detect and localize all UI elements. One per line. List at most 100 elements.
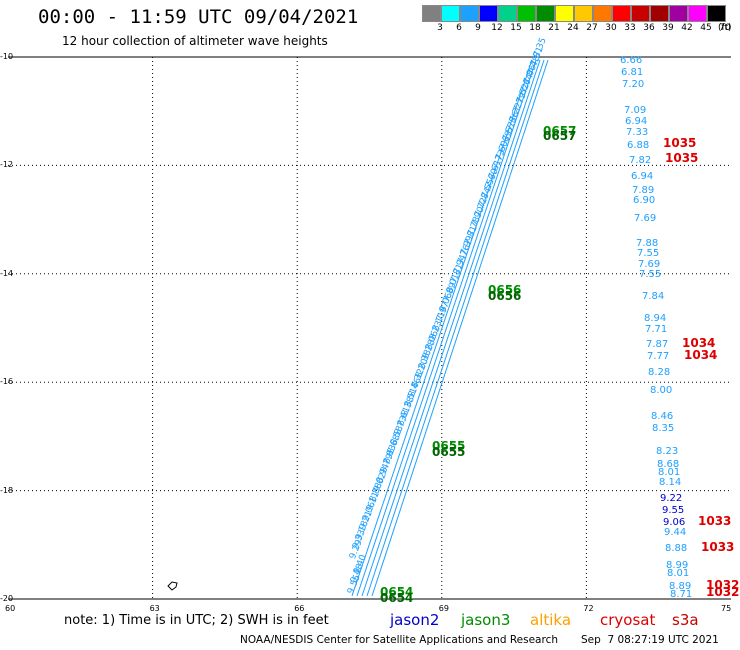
colorbar-label: 9 bbox=[475, 23, 481, 33]
wave-height-label: 6.94 bbox=[631, 171, 654, 182]
satellite-cryosat: cryosat bbox=[600, 611, 656, 629]
colorbar-swatch bbox=[650, 5, 669, 22]
time-label: 1035 bbox=[665, 151, 699, 165]
colorbar-swatch bbox=[612, 5, 631, 22]
wave-height-label: 6.88 bbox=[627, 140, 650, 151]
colorbar-label: 70 bbox=[719, 23, 731, 33]
time-label: 0657 bbox=[543, 124, 577, 138]
wave-height-label: 6.90 bbox=[633, 195, 656, 206]
longitude-label: 72 bbox=[583, 604, 594, 613]
wave-height-label: 8.88 bbox=[665, 543, 688, 554]
track-line bbox=[366, 59, 545, 597]
wave-height-label: 8.01 bbox=[658, 467, 681, 478]
wave-height-label: 8.46 bbox=[651, 411, 674, 422]
time-label: 0657 bbox=[543, 129, 577, 143]
wave-height-label: 7.69 bbox=[634, 213, 657, 224]
time-label: 0655 bbox=[432, 439, 466, 453]
timestamp: Sep 7 08:27:19 UTC 2021 bbox=[581, 634, 719, 646]
latitude-label: -12 bbox=[0, 160, 14, 170]
colorbar-label: 21 bbox=[548, 23, 560, 33]
colorbar-swatch bbox=[669, 5, 688, 22]
island-shape bbox=[167, 581, 178, 591]
colorbar-swatch bbox=[593, 5, 612, 22]
longitude-label: 60 bbox=[5, 604, 16, 613]
colorbar-label: 39 bbox=[662, 23, 674, 33]
wave-height-label: 8.99 bbox=[666, 560, 689, 571]
wave-height-label: 6.66 bbox=[620, 55, 643, 66]
wave-height-label: 8.28 bbox=[648, 367, 671, 378]
wave-height-label: 9.06 bbox=[663, 517, 686, 528]
wave-height-label: 8.00 bbox=[650, 385, 673, 396]
map-frame bbox=[8, 56, 731, 600]
wave-height-label: 8.89 bbox=[669, 581, 692, 592]
longitude-label: 63 bbox=[149, 604, 160, 613]
time-label: 1035 bbox=[663, 136, 697, 150]
wave-height-label: 7.20 bbox=[622, 79, 645, 90]
map-subtitle: 12 hour collection of altimeter wave hei… bbox=[62, 34, 328, 48]
colorbar-swatch bbox=[574, 5, 593, 22]
wave-height-label: 8.01 bbox=[667, 568, 690, 579]
lat-lon-grid bbox=[8, 57, 731, 599]
map-title: 00:00 - 11:59 UTC 09/04/2021 bbox=[38, 6, 359, 28]
altimeter-tracks bbox=[351, 59, 549, 597]
time-label: 0656 bbox=[488, 283, 522, 297]
satellite-s3a: s3a bbox=[672, 611, 699, 629]
wave-height-label: 7.88 bbox=[636, 238, 659, 249]
wave-height-label: 7.09 bbox=[624, 105, 647, 116]
colorbar-swatch bbox=[441, 5, 460, 22]
track-line bbox=[371, 59, 549, 597]
colorbar-label: 42 bbox=[681, 23, 693, 33]
colorbar-swatch bbox=[555, 5, 574, 22]
time-label: 1032 bbox=[706, 585, 740, 599]
time-label: 1034 bbox=[684, 348, 718, 362]
wave-height-label: 9.22 bbox=[660, 493, 683, 504]
colorbar-label: 30 bbox=[605, 23, 617, 33]
track-line bbox=[356, 59, 537, 597]
colorbar-swatch bbox=[498, 5, 517, 22]
wave-height-label: 8.14 bbox=[659, 477, 682, 488]
colorbar-label: 12 bbox=[491, 23, 503, 33]
wave-height-label: 8.35 bbox=[652, 423, 675, 434]
wave-height-label: 7.71 bbox=[645, 324, 668, 335]
colorbar-label: 18 bbox=[529, 23, 541, 33]
colorbar-label: 33 bbox=[624, 23, 636, 33]
colorbar-swatch bbox=[517, 5, 536, 22]
time-label: 0654 bbox=[380, 585, 414, 599]
longitude-label: 69 bbox=[438, 604, 449, 613]
wave-height-label: 8.68 bbox=[657, 459, 680, 470]
colorbar-unit: (ft) bbox=[718, 23, 732, 33]
wave-height-label: 7.82 bbox=[629, 155, 652, 166]
time-label: 1033 bbox=[698, 514, 732, 528]
satellite-jason2: jason2 bbox=[390, 611, 440, 629]
latitude-label: -14 bbox=[0, 268, 14, 278]
wave-height-label: 7.84 bbox=[642, 291, 665, 302]
colorbar-swatch bbox=[479, 5, 498, 22]
wave-height-label: 7.55 bbox=[639, 269, 662, 280]
wave-height-label: 7.33 bbox=[626, 127, 649, 138]
colorbar-swatch bbox=[631, 5, 650, 22]
colorbar-label: 27 bbox=[586, 23, 598, 33]
longitude-label: 66 bbox=[294, 604, 305, 613]
longitude-label: 75 bbox=[721, 604, 732, 613]
track-line bbox=[351, 59, 533, 597]
wave-height-label: 8.94 bbox=[644, 313, 667, 324]
colorbar-label: 36 bbox=[643, 23, 655, 33]
track-line bbox=[361, 59, 541, 597]
time-label: 1034 bbox=[682, 336, 716, 350]
wave-height-label: 7.89 bbox=[632, 185, 655, 196]
wave-height-label: 9.55 bbox=[662, 505, 685, 516]
wave-height-label: 8.71 bbox=[670, 589, 693, 600]
wave-height-label: 9.44 bbox=[664, 527, 687, 538]
colorbar-label: 6 bbox=[456, 23, 462, 33]
credit-line: NOAA/NESDIS Center for Satellite Applica… bbox=[240, 634, 558, 646]
colorbar-swatch bbox=[536, 5, 555, 22]
latitude-label: -18 bbox=[0, 485, 14, 495]
latitude-label: -16 bbox=[0, 377, 14, 387]
colorbar-label: 24 bbox=[567, 23, 579, 33]
wave-height-label: 6.81 bbox=[621, 67, 644, 78]
wave-height-label: 8.23 bbox=[656, 446, 679, 457]
colorbar-label: 3 bbox=[437, 23, 443, 33]
time-label: 0656 bbox=[488, 289, 522, 303]
latitude-label: -20 bbox=[0, 594, 14, 603]
